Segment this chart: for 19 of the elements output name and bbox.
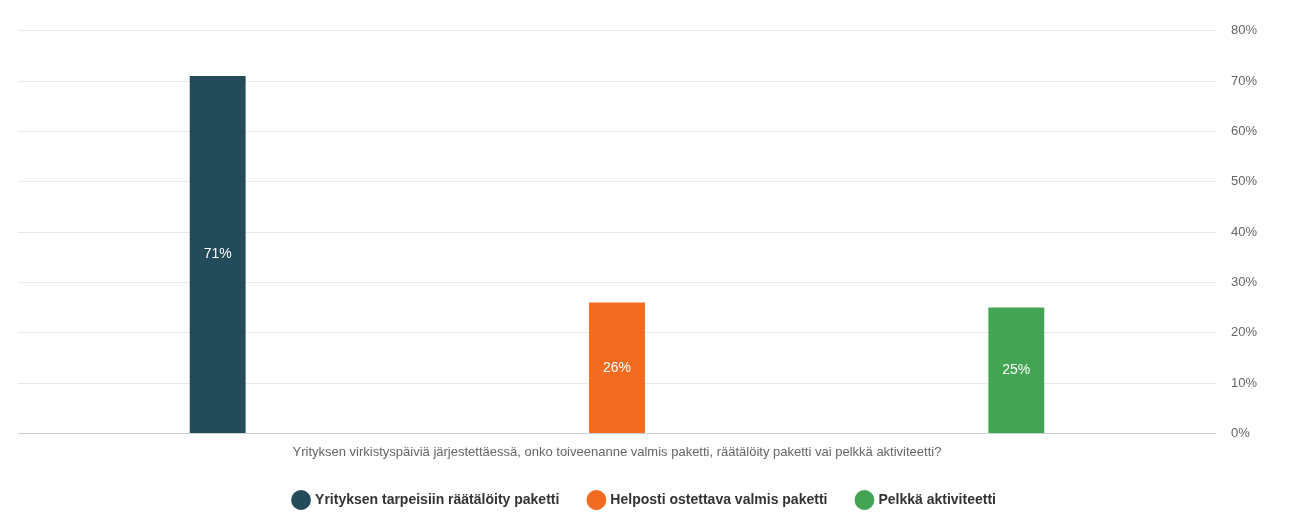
y-tick-label: 10% [1230, 374, 1258, 390]
data-label: 71% [203, 245, 232, 262]
x-tick-label: Yrityksen virkistyspäiviä järjestettäessä, onko toiveenanne valmis paketti, räätälöity paketti vai pelkkä aktiviteetti? [292, 443, 942, 459]
y-tick-label: 20% [1230, 324, 1258, 340]
y-tick-label: 40% [1230, 223, 1258, 239]
bar [988, 307, 1045, 433]
y-tick-label: 30% [1230, 274, 1258, 289]
y-tick-label: 50% [1230, 173, 1258, 189]
bar [189, 76, 246, 433]
legend-label: Helposti ostettava valmis paketti [610, 490, 828, 507]
bar [589, 302, 645, 433]
y-tick-label: 0% [1230, 424, 1251, 440]
legend-label: Yrityksen tarpeisiin räätälöity paketti [315, 490, 560, 507]
y-tick-label: 70% [1230, 72, 1258, 88]
data-label: 25% [1002, 361, 1031, 378]
y-tick-label: 80% [1230, 22, 1258, 38]
y-tick-label: 60% [1230, 123, 1258, 139]
legend-label: Pelkkä aktiviteetti [878, 490, 996, 507]
data-label: 26% [602, 358, 632, 375]
